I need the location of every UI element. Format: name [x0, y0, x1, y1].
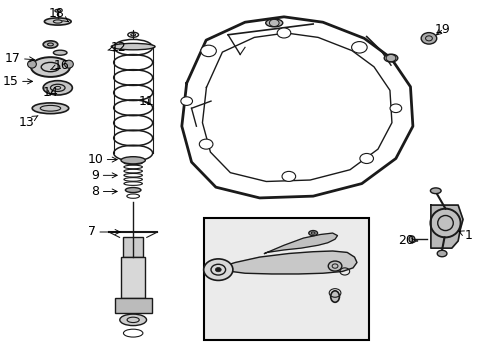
Ellipse shape	[53, 50, 67, 55]
Ellipse shape	[408, 236, 414, 242]
Circle shape	[203, 259, 232, 280]
Ellipse shape	[43, 41, 58, 48]
Ellipse shape	[121, 157, 145, 164]
Polygon shape	[264, 233, 337, 253]
Ellipse shape	[125, 188, 141, 193]
Text: 12: 12	[108, 41, 126, 54]
Text: 10: 10	[87, 153, 117, 166]
Text: 4: 4	[313, 221, 325, 234]
Text: 14: 14	[42, 86, 58, 99]
Text: 2: 2	[343, 264, 358, 277]
Text: 13: 13	[18, 116, 38, 129]
Text: 19: 19	[434, 23, 449, 36]
Bar	[115, 298, 151, 313]
Circle shape	[351, 41, 366, 53]
Polygon shape	[213, 251, 356, 274]
Ellipse shape	[31, 57, 70, 77]
Bar	[123, 237, 142, 257]
Text: 6: 6	[338, 255, 352, 268]
Text: 9: 9	[91, 169, 117, 182]
Text: 11: 11	[139, 95, 154, 108]
Circle shape	[327, 261, 341, 271]
Ellipse shape	[64, 60, 73, 68]
Circle shape	[215, 267, 221, 272]
Text: 5: 5	[328, 314, 336, 327]
Circle shape	[199, 139, 212, 149]
Circle shape	[282, 171, 295, 181]
Text: 18: 18	[48, 7, 68, 22]
Circle shape	[389, 104, 401, 113]
Polygon shape	[430, 205, 462, 248]
Ellipse shape	[32, 103, 68, 114]
Text: 7: 7	[88, 225, 120, 238]
Circle shape	[201, 45, 216, 57]
Ellipse shape	[308, 230, 317, 235]
Ellipse shape	[384, 54, 397, 62]
Ellipse shape	[429, 188, 440, 194]
Ellipse shape	[436, 250, 446, 257]
Text: 15: 15	[2, 75, 32, 88]
Ellipse shape	[429, 209, 460, 237]
Text: 3: 3	[216, 310, 224, 327]
Text: 20: 20	[397, 234, 417, 247]
Ellipse shape	[265, 19, 282, 27]
Ellipse shape	[111, 43, 155, 50]
Ellipse shape	[120, 314, 146, 325]
Ellipse shape	[27, 60, 36, 68]
Ellipse shape	[330, 291, 339, 302]
Text: 16: 16	[50, 59, 69, 72]
Text: 1: 1	[458, 229, 472, 242]
Text: 17: 17	[4, 51, 34, 64]
Ellipse shape	[44, 18, 71, 25]
Circle shape	[181, 97, 192, 105]
Text: 8: 8	[91, 185, 117, 198]
Circle shape	[420, 33, 436, 44]
Circle shape	[359, 153, 373, 163]
Circle shape	[277, 28, 290, 38]
Bar	[121, 257, 145, 298]
Bar	[203, 218, 368, 339]
Ellipse shape	[55, 9, 61, 12]
Ellipse shape	[43, 81, 72, 95]
